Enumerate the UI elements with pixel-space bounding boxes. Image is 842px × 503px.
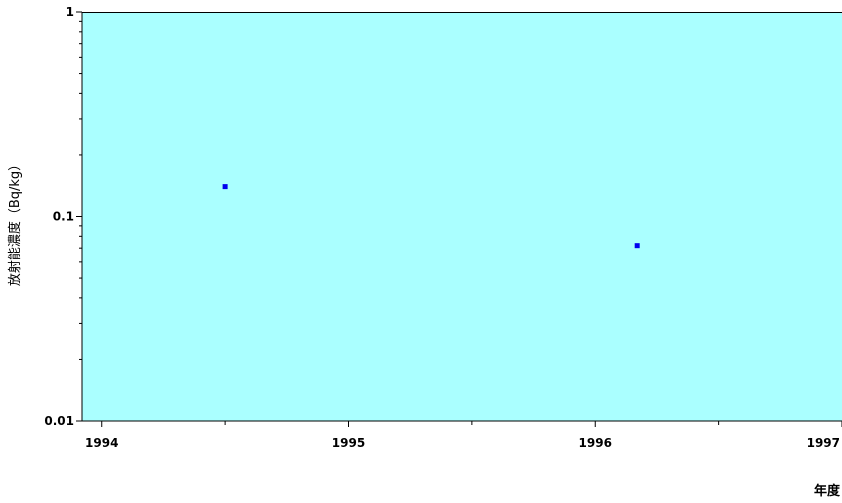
x-tick-label: 1997 (807, 436, 840, 450)
x-tick-label: 1995 (332, 436, 365, 450)
y-tick-label: 0.1 (53, 210, 74, 224)
x-axis-label: 年度 (814, 483, 841, 499)
data-point (634, 243, 640, 249)
y-axis-label: 放射能濃度（Bq/kg） (7, 158, 23, 286)
data-point (222, 184, 228, 190)
y-tick-label: 0.01 (44, 414, 74, 428)
x-tick-label: 1994 (85, 436, 118, 450)
y-tick-label: 1 (66, 5, 74, 19)
x-tick-label: 1996 (579, 436, 612, 450)
plot-area (82, 12, 842, 421)
